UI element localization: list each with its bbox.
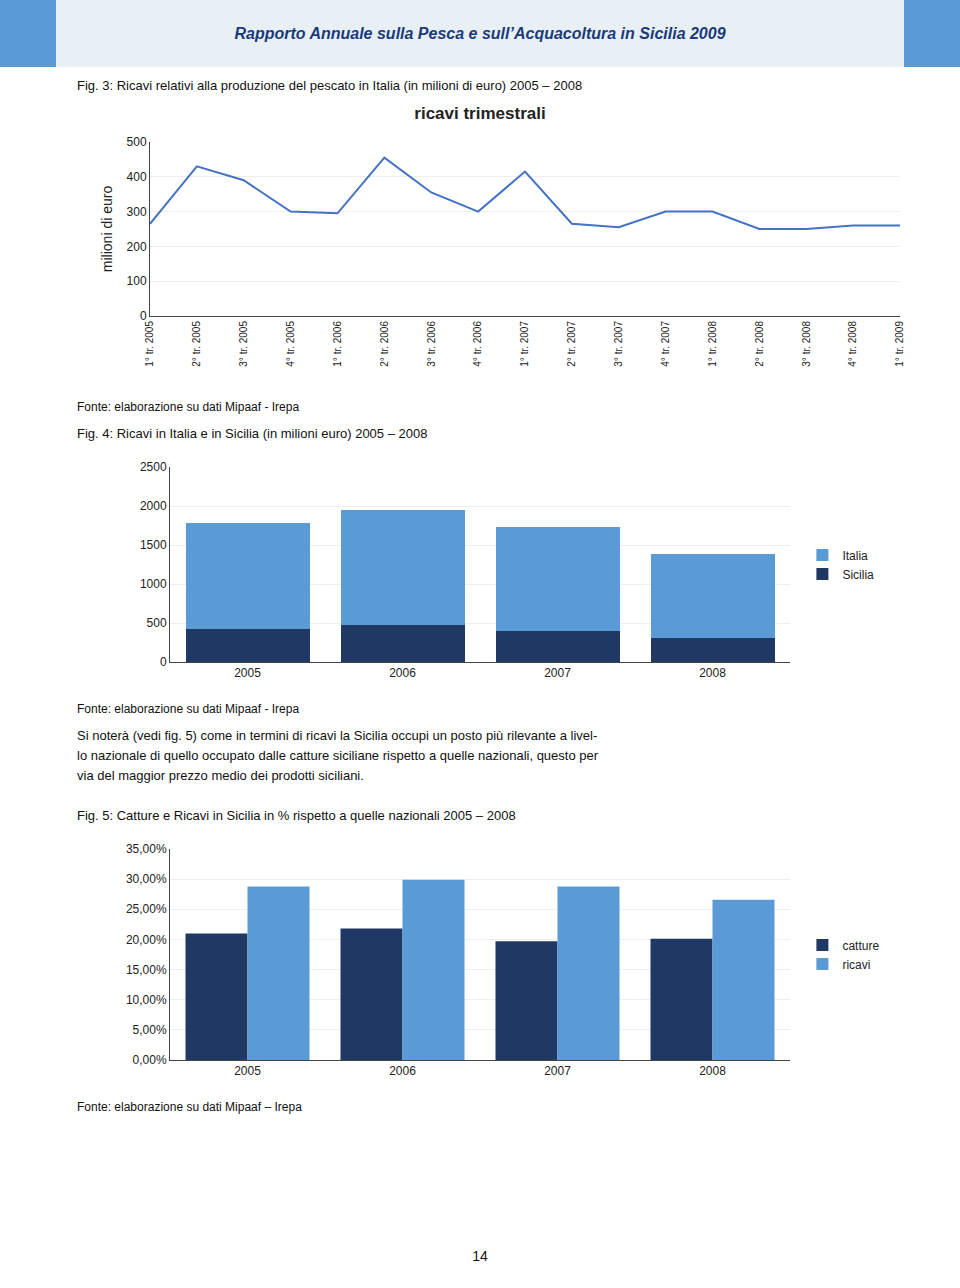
html-text:Fonte: elaborazione su dati Mi: Fonte: elaborazione su dati Mipaaf – Ire… bbox=[77, 1100, 302, 1114]
svg-text:2° tr. 2008: 2° tr. 2008 bbox=[754, 321, 765, 367]
svg-text:catture: catture bbox=[842, 939, 879, 953]
svg-text:25,00%: 25,00% bbox=[126, 902, 167, 916]
svg-text:2008: 2008 bbox=[699, 1064, 726, 1078]
svg-text:1° tr. 2008: 1° tr. 2008 bbox=[707, 321, 718, 367]
html-text:Fig. 3: Ricavi relativi alla p: Fig. 3: Ricavi relativi alla produzione … bbox=[77, 78, 583, 93]
html-text:14: 14 bbox=[472, 1248, 488, 1264]
svg-text:2005: 2005 bbox=[234, 1064, 261, 1078]
svg-text:30,00%: 30,00% bbox=[126, 872, 167, 886]
svg-text:400: 400 bbox=[127, 170, 147, 184]
svg-text:ricavi trimestrali: ricavi trimestrali bbox=[414, 104, 545, 123]
svg-text:ricavi: ricavi bbox=[842, 958, 870, 972]
html-text:Fonte: elaborazione su dati Mi: Fonte: elaborazione su dati Mipaaf - Ire… bbox=[77, 702, 300, 716]
svg-text:2° tr. 2005: 2° tr. 2005 bbox=[191, 321, 202, 367]
svg-text:500: 500 bbox=[147, 616, 167, 630]
svg-text:1° tr. 2006: 1° tr. 2006 bbox=[332, 321, 343, 367]
html-text:Fig. 5: Catture e Ricavi in Si: Fig. 5: Catture e Ricavi in Sicilia in %… bbox=[77, 808, 516, 823]
svg-text:2007: 2007 bbox=[544, 1064, 571, 1078]
svg-text:2000: 2000 bbox=[140, 499, 167, 513]
html-text:via del maggior prezzo medio d: via del maggior prezzo medio dei prodott… bbox=[77, 768, 364, 783]
svg-text:2008: 2008 bbox=[699, 666, 726, 680]
svg-text:3° tr. 2007: 3° tr. 2007 bbox=[613, 321, 624, 367]
svg-text:4° tr. 2007: 4° tr. 2007 bbox=[660, 321, 671, 367]
html-text:Rapporto Annuale sulla Pesca e: Rapporto Annuale sulla Pesca e sull’Acqu… bbox=[234, 25, 726, 42]
svg-text:5,00%: 5,00% bbox=[133, 1023, 167, 1037]
svg-text:10,00%: 10,00% bbox=[126, 993, 167, 1007]
svg-text:1° tr. 2005: 1° tr. 2005 bbox=[144, 321, 155, 367]
html-text:Si noterà (vedi fig. 5) come i: Si noterà (vedi fig. 5) come in termini … bbox=[77, 728, 598, 743]
svg-text:2500: 2500 bbox=[140, 460, 167, 474]
svg-text:milioni di euro: milioni di euro bbox=[99, 186, 115, 273]
html-text:Fig. 4: Ricavi in Italia e in: Fig. 4: Ricavi in Italia e in Sicilia (i… bbox=[77, 426, 428, 441]
svg-text:4° tr. 2008: 4° tr. 2008 bbox=[847, 321, 858, 367]
svg-text:35,00%: 35,00% bbox=[126, 842, 167, 856]
svg-text:0,00%: 0,00% bbox=[133, 1053, 167, 1067]
svg-text:2006: 2006 bbox=[389, 666, 416, 680]
svg-text:500: 500 bbox=[127, 135, 147, 149]
svg-text:1° tr. 2009: 1° tr. 2009 bbox=[894, 321, 905, 367]
svg-text:1500: 1500 bbox=[140, 538, 167, 552]
svg-text:2005: 2005 bbox=[234, 666, 261, 680]
html-text:Fonte: elaborazione su dati Mi: Fonte: elaborazione su dati Mipaaf - Ire… bbox=[77, 400, 300, 414]
svg-text:0: 0 bbox=[140, 309, 147, 323]
svg-text:2° tr. 2006: 2° tr. 2006 bbox=[379, 321, 390, 367]
svg-text:15,00%: 15,00% bbox=[126, 963, 167, 977]
svg-text:2° tr. 2007: 2° tr. 2007 bbox=[566, 321, 577, 367]
svg-text:1° tr. 2007: 1° tr. 2007 bbox=[519, 321, 530, 367]
svg-text:2007: 2007 bbox=[544, 666, 571, 680]
svg-text:Sicilia: Sicilia bbox=[842, 568, 874, 582]
svg-text:300: 300 bbox=[127, 205, 147, 219]
svg-text:0: 0 bbox=[160, 655, 167, 669]
svg-text:3° tr. 2005: 3° tr. 2005 bbox=[238, 321, 249, 367]
svg-text:200: 200 bbox=[127, 240, 147, 254]
svg-text:20,00%: 20,00% bbox=[126, 933, 167, 947]
svg-text:100: 100 bbox=[127, 274, 147, 288]
svg-text:2006: 2006 bbox=[389, 1064, 416, 1078]
svg-text:3° tr. 2008: 3° tr. 2008 bbox=[801, 321, 812, 367]
svg-text:4° tr. 2005: 4° tr. 2005 bbox=[285, 321, 296, 367]
svg-text:4° tr. 2006: 4° tr. 2006 bbox=[472, 321, 483, 367]
html-text:lo nazionale di quello occupat: lo nazionale di quello occupato dalle ca… bbox=[77, 748, 599, 763]
svg-text:1000: 1000 bbox=[140, 577, 167, 591]
svg-text:3° tr. 2006: 3° tr. 2006 bbox=[426, 321, 437, 367]
svg-text:Italia: Italia bbox=[842, 549, 868, 563]
